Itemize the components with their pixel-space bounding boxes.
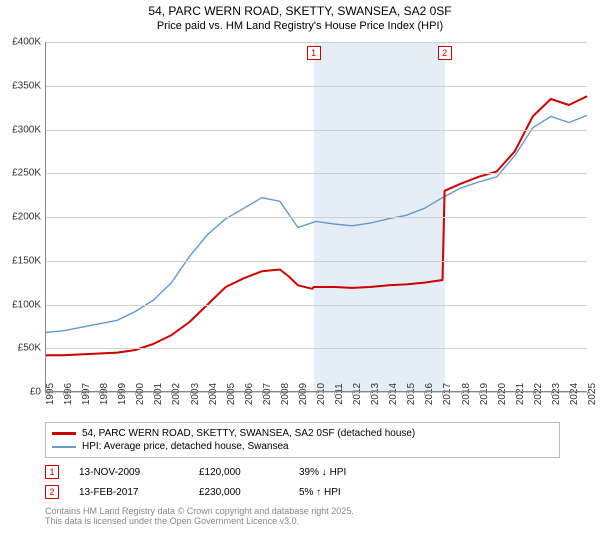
gridline [45,86,587,87]
series-line-blue [45,116,587,333]
x-axis-label: 2005 [226,383,237,405]
x-axis-label: 2013 [370,383,381,405]
y-axis-label: £150K [12,255,41,266]
x-axis-label: 2004 [208,383,219,405]
x-axis-label: 2020 [497,383,508,405]
y-axis-label: £250K [12,168,41,179]
sale-marker: 2 [438,46,452,60]
x-axis-label: 2023 [551,383,562,405]
x-axis-label: 1997 [81,383,92,405]
sale-marker: 1 [307,46,321,60]
chart-subtitle: Price paid vs. HM Land Registry's House … [0,20,600,36]
sales-table: 1 13-NOV-2009 £120,000 39% ↓ HPI 2 13-FEB-201… [45,462,560,502]
x-axis-label: 2008 [280,383,291,405]
sale-row: 2 13-FEB-2017 £230,000 5% ↑ HPI [45,482,560,502]
gridline [45,130,587,131]
gridline [45,42,587,43]
x-axis-label: 2003 [190,383,201,405]
sale-delta: 39% ↓ HPI [299,467,346,478]
x-axis-label: 2018 [461,383,472,405]
sale-price: £230,000 [199,487,279,498]
axis-line [45,391,587,392]
x-axis-label: 2006 [244,383,255,405]
y-axis-label: £200K [12,212,41,223]
x-axis-label: 2022 [533,383,544,405]
gridline [45,173,587,174]
sale-marker-icon: 1 [45,465,59,479]
y-axis-label: £300K [12,124,41,135]
x-axis-label: 2012 [352,383,363,405]
sale-date: 13-NOV-2009 [79,467,179,478]
x-axis-label: 2025 [587,383,598,405]
sale-date: 13-FEB-2017 [79,487,179,498]
axis-line [45,42,46,392]
x-axis-label: 2007 [262,383,273,405]
x-axis-label: 2002 [171,383,182,405]
x-axis-label: 2017 [442,383,453,405]
y-axis-label: £100K [12,299,41,310]
x-axis-label: 2009 [298,383,309,405]
x-axis-label: 2016 [424,383,435,405]
sale-delta: 5% ↑ HPI [299,487,341,498]
legend-label: HPI: Average price, detached house, Swan… [82,441,289,452]
x-axis-label: 2021 [515,383,526,405]
footer-line-1: Contains HM Land Registry data © Crown c… [45,506,560,516]
y-axis-label: £0 [30,387,41,398]
sale-marker-icon: 2 [45,485,59,499]
x-axis-label: 2024 [569,383,580,405]
legend-swatch [52,446,76,448]
gridline [45,261,587,262]
footer-line-2: This data is licensed under the Open Gov… [45,516,560,526]
sale-price: £120,000 [199,467,279,478]
x-axis-label: 2000 [135,383,146,405]
chart-title: 54, PARC WERN ROAD, SKETTY, SWANSEA, SA2… [0,0,600,20]
legend-item: 54, PARC WERN ROAD, SKETTY, SWANSEA, SA2… [52,427,553,440]
y-axis-label: £400K [12,37,41,48]
legend-label: 54, PARC WERN ROAD, SKETTY, SWANSEA, SA2… [82,428,415,439]
x-axis-label: 2015 [406,383,417,405]
gridline [45,305,587,306]
legend: 54, PARC WERN ROAD, SKETTY, SWANSEA, SA2… [45,422,560,458]
x-axis-label: 2011 [334,383,345,405]
legend-item: HPI: Average price, detached house, Swan… [52,440,553,453]
gridline [45,217,587,218]
x-axis-label: 1998 [99,383,110,405]
chart-container: £0 £50K £100K £150K £200K £250K £300K £350K £400… [5,36,595,416]
y-axis-label: £50K [18,343,41,354]
gridline [45,348,587,349]
x-axis-label: 2001 [153,383,164,405]
sale-row: 1 13-NOV-2009 £120,000 39% ↓ HPI [45,462,560,482]
plot-area: £0£50K£100K£150K£200K£250K£300K£350K£400… [45,42,587,392]
legend-swatch [52,432,76,435]
x-axis-label: 1996 [63,383,74,405]
x-axis-label: 2010 [316,383,327,405]
x-axis-label: 1999 [117,383,128,405]
x-axis-label: 1995 [45,383,56,405]
footer: Contains HM Land Registry data © Crown c… [45,506,560,526]
x-axis-label: 2014 [388,383,399,405]
x-axis-label: 2019 [479,383,490,405]
y-axis-label: £350K [12,80,41,91]
